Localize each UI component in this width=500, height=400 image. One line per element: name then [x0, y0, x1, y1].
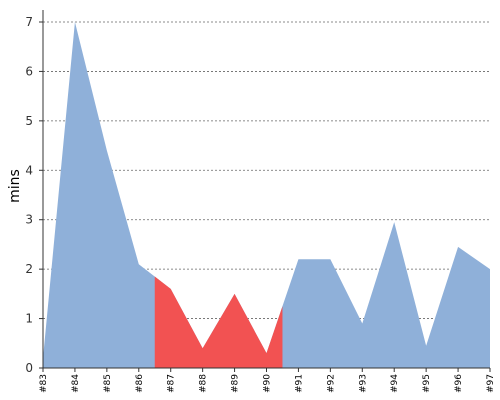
x-tick-label: #88: [199, 374, 209, 393]
x-tick-label: #89: [231, 374, 241, 393]
series-area: [43, 22, 490, 368]
x-tick-label: #84: [71, 374, 81, 393]
highlight-area: [154, 276, 283, 368]
y-tick-labels: 0 1 2 3 4 5 6 7: [25, 15, 33, 375]
x-tick-label: #92: [326, 374, 336, 393]
y-tick-label: 0: [25, 361, 33, 375]
x-tick-label: #86: [135, 374, 145, 393]
x-tick-label: #83: [39, 374, 49, 393]
x-tick-label: #91: [294, 374, 304, 393]
axes: [39, 10, 491, 372]
x-tick-label: #95: [422, 374, 432, 393]
area-series: [43, 22, 490, 368]
x-tick-label: #94: [390, 374, 400, 393]
y-tick-label: 1: [25, 312, 33, 326]
y-tick-label: 6: [25, 64, 33, 78]
x-tick-label: #97: [486, 374, 496, 393]
y-tick-label: 7: [25, 15, 33, 29]
y-tick-label: 5: [25, 114, 33, 128]
y-axis-label: mins: [7, 169, 23, 203]
x-tick-label: #96: [454, 374, 464, 393]
x-tick-labels: #83 #84 #85 #86 #87 #88 #89 #90 #91 #92 #93 #94 #95 #…: [39, 374, 496, 393]
x-tick-label: #93: [358, 374, 368, 393]
y-tick-label: 3: [25, 213, 33, 227]
x-tick-label: #85: [103, 374, 113, 393]
y-tick-label: 2: [25, 262, 33, 276]
y-tick-label: 4: [25, 163, 33, 177]
x-tick-label: #90: [263, 374, 273, 393]
x-tick-label: #87: [167, 374, 177, 393]
